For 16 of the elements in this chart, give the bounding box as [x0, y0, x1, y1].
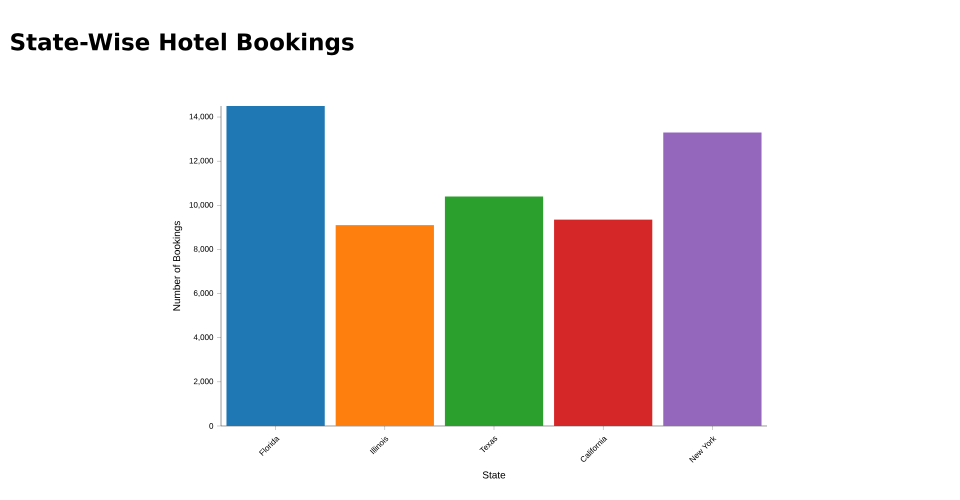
y-tick-label: 14,000	[190, 114, 214, 120]
y-tick-label: 10,000	[190, 202, 214, 209]
y-tick-label: 2,000	[194, 378, 214, 386]
bar	[444, 196, 544, 426]
bar	[554, 220, 652, 426]
y-axis-title: Number of Bookings	[172, 221, 182, 310]
bar	[336, 225, 434, 426]
y-tick-label: 8,000	[194, 246, 214, 253]
bar	[226, 106, 325, 426]
x-axis-title: State	[482, 471, 506, 478]
y-tick-label: 0	[209, 423, 214, 429]
y-tick-label: 12,000	[190, 158, 214, 164]
y-tick-label: 6,000	[194, 290, 214, 297]
y-tick-label: 4,000	[194, 334, 214, 342]
bar	[663, 132, 762, 426]
chart-title: State-Wise Hotel Bookings	[11, 32, 354, 56]
